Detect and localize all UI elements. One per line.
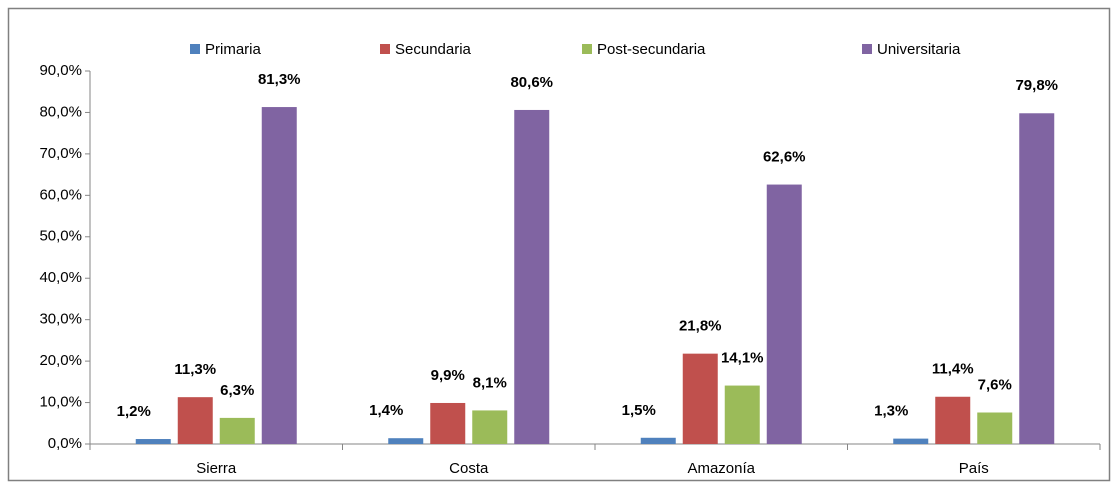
value-label: 9,9% — [431, 367, 465, 384]
y-tick-label: 90,0% — [39, 62, 82, 79]
y-tick-label: 0,0% — [48, 435, 82, 452]
value-label: 1,3% — [874, 403, 908, 420]
bar — [766, 184, 802, 444]
y-tick-label: 40,0% — [39, 269, 82, 286]
value-label: 8,1% — [473, 374, 507, 391]
x-tick-label: País — [959, 460, 989, 477]
y-tick-label: 50,0% — [39, 228, 82, 245]
value-label: 81,3% — [258, 71, 301, 88]
bar — [724, 385, 760, 444]
value-label: 7,6% — [978, 376, 1012, 393]
value-label: 11,3% — [174, 361, 216, 378]
y-tick-label: 30,0% — [39, 311, 82, 328]
y-tick-label: 20,0% — [39, 352, 82, 369]
value-label: 6,3% — [220, 382, 254, 399]
bar — [219, 417, 255, 444]
x-tick-label: Costa — [449, 460, 489, 477]
legend-swatch — [862, 44, 872, 54]
bar — [1019, 113, 1055, 445]
legend-swatch — [380, 44, 390, 54]
bar — [640, 437, 676, 444]
legend-label: Post-secundaria — [597, 41, 706, 58]
value-label: 80,6% — [510, 74, 553, 91]
value-label: 21,8% — [679, 318, 722, 335]
bar — [935, 396, 971, 444]
bar — [177, 397, 213, 444]
value-label: 62,6% — [763, 149, 806, 166]
bar — [472, 410, 508, 444]
bar — [977, 412, 1013, 444]
bar — [388, 438, 424, 444]
value-label: 1,2% — [117, 403, 151, 420]
legend-label: Primaria — [205, 41, 261, 58]
value-label: 14,1% — [721, 350, 764, 367]
value-label: 1,5% — [622, 402, 656, 419]
y-tick-label: 10,0% — [39, 394, 82, 411]
legend-swatch — [582, 44, 592, 54]
y-tick-label: 70,0% — [39, 145, 82, 162]
bar — [430, 402, 466, 444]
bar — [261, 107, 297, 444]
value-label: 11,4% — [932, 361, 974, 378]
bar — [514, 109, 550, 445]
x-tick-label: Sierra — [196, 460, 237, 477]
y-tick-label: 60,0% — [39, 186, 82, 203]
legend-label: Secundaria — [395, 41, 472, 58]
legend-label: Universitaria — [877, 41, 961, 58]
y-tick-label: 80,0% — [39, 103, 82, 120]
legend-swatch — [190, 44, 200, 54]
bar — [135, 439, 171, 444]
value-label: 79,8% — [1015, 77, 1058, 94]
bar — [682, 353, 718, 444]
bar — [893, 438, 929, 444]
x-tick-label: Amazonía — [687, 460, 755, 477]
value-label: 1,4% — [369, 402, 403, 419]
